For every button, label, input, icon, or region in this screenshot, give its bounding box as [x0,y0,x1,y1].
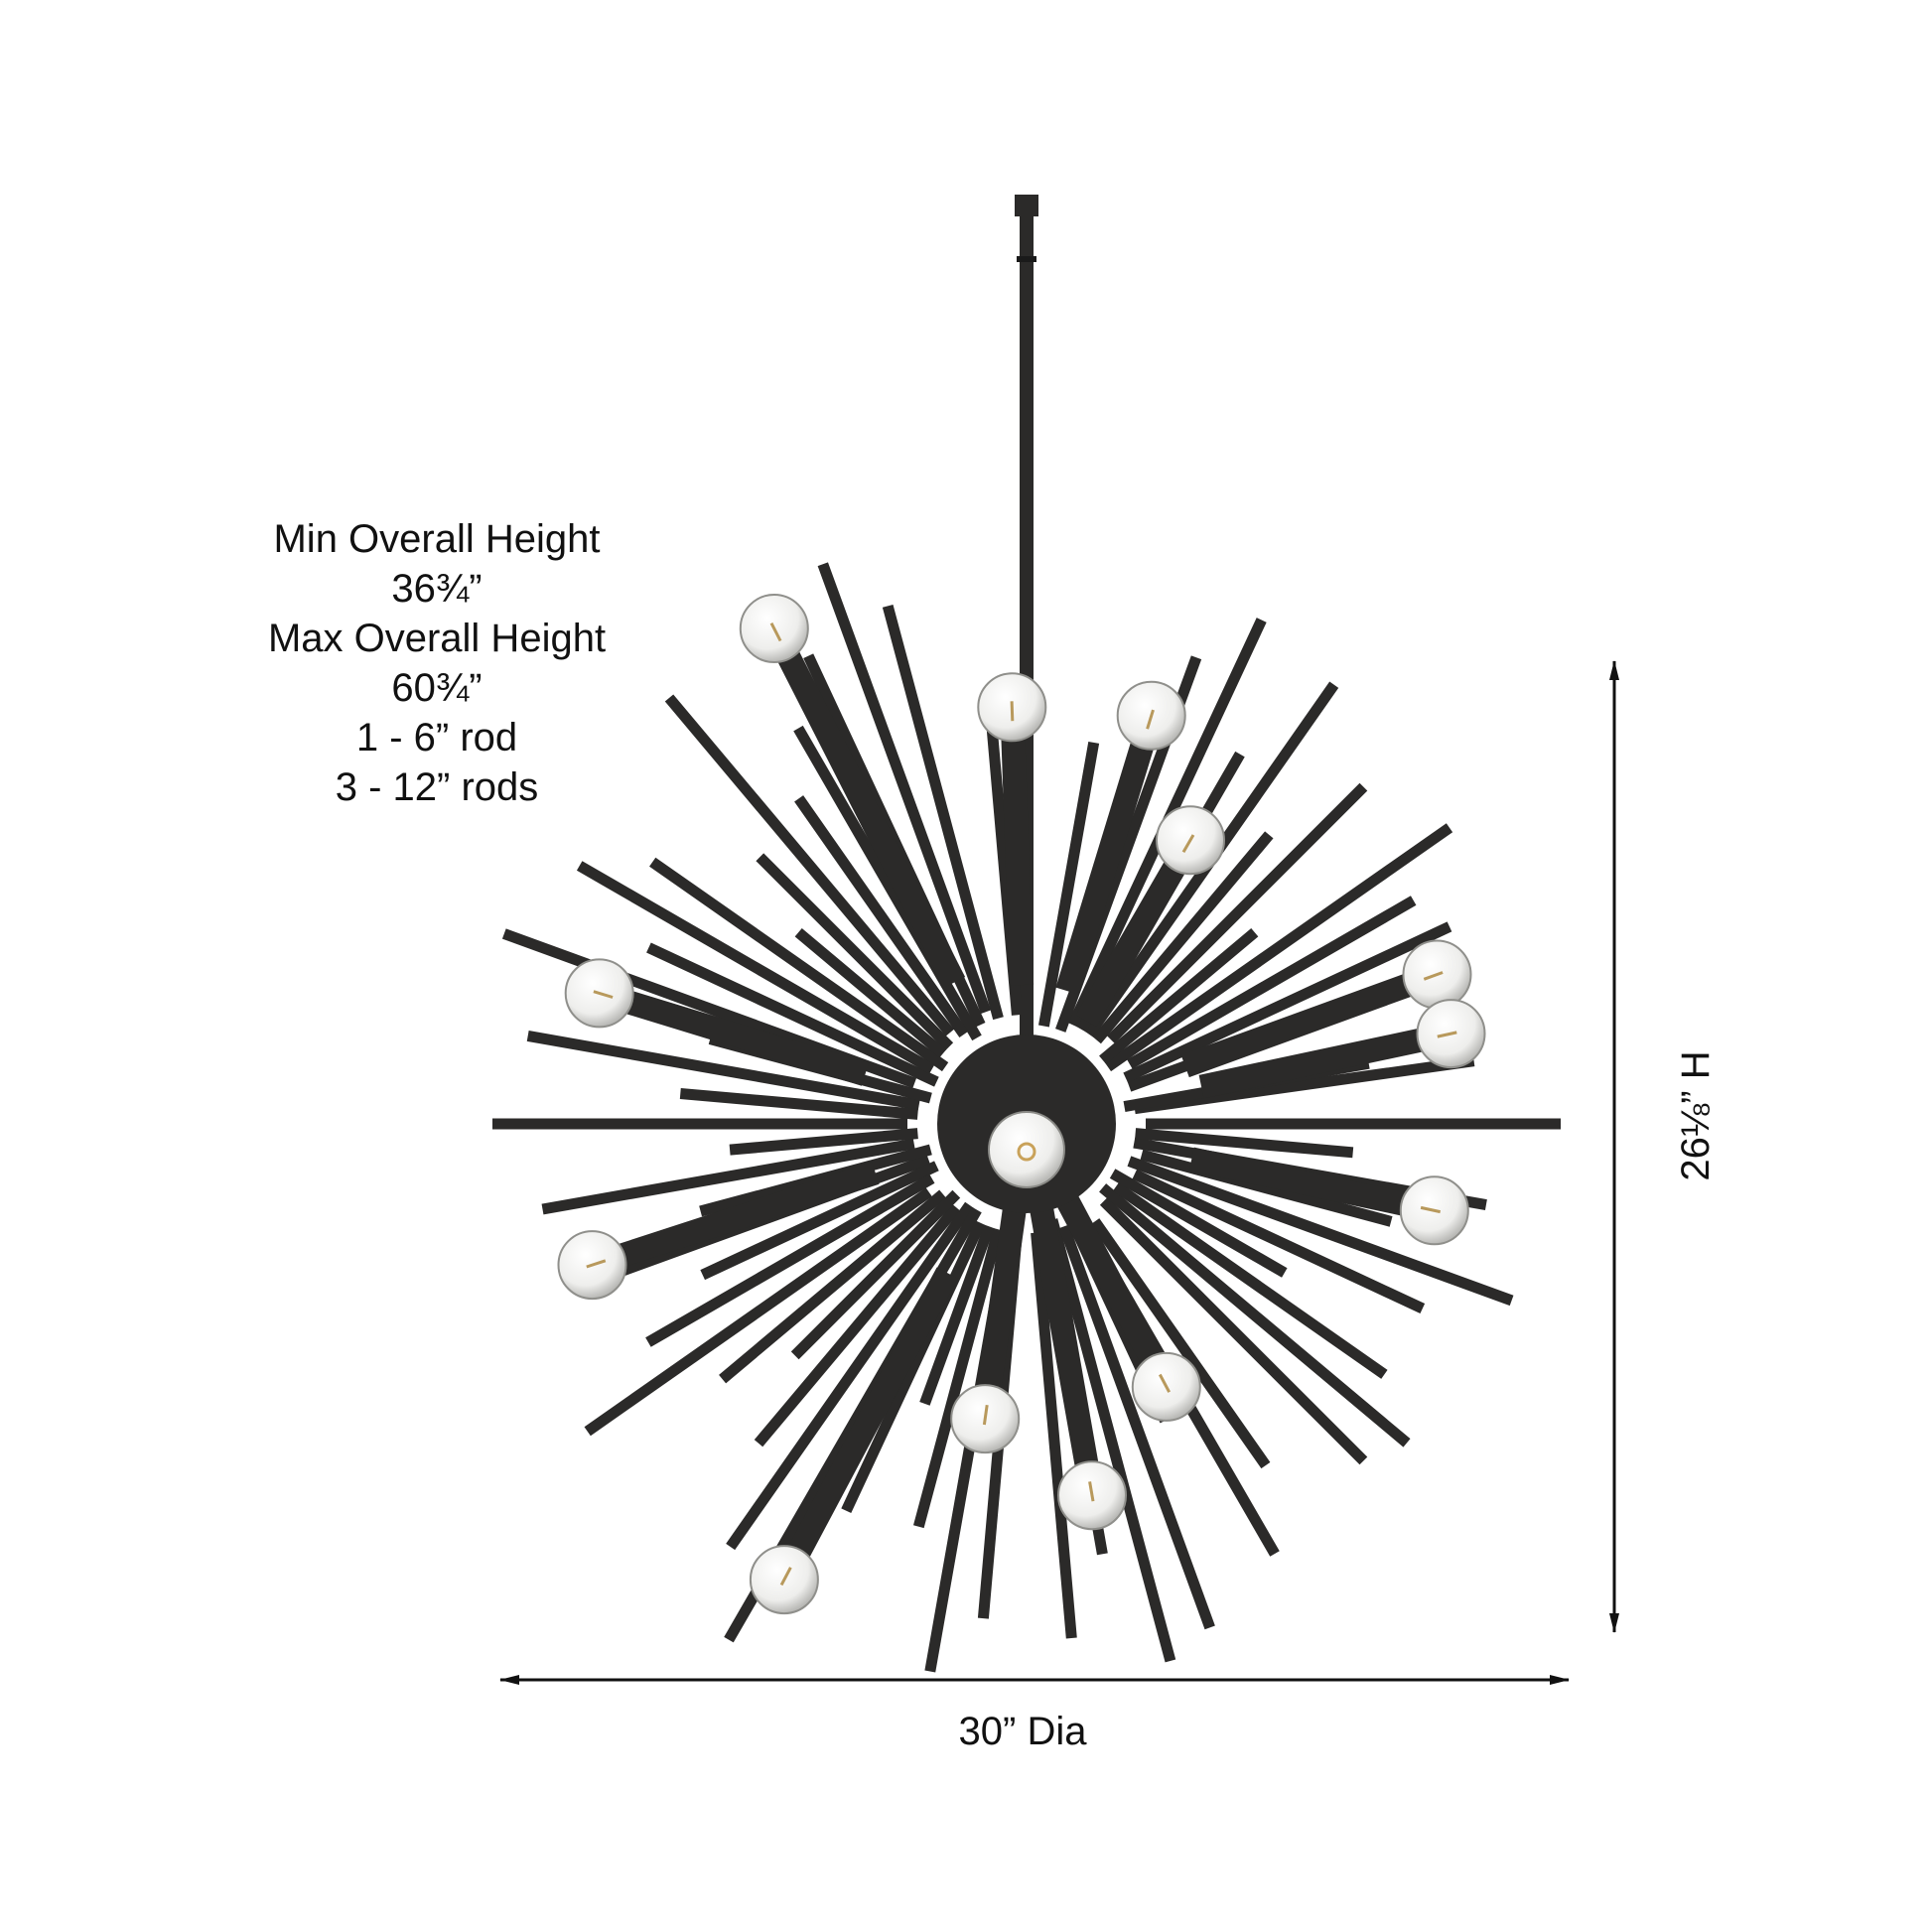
center-bulb-filament [1017,1142,1036,1162]
rod [1107,782,1368,1043]
rod [794,795,969,1038]
bulb-filament [593,990,614,999]
rod [1031,1232,1077,1639]
bulb-socket [1180,973,1414,1078]
rod [576,861,935,1074]
rod [1037,741,1100,1028]
bulb-filament [1088,1481,1095,1502]
rod [584,1187,932,1437]
rod [526,1030,920,1111]
rod [817,562,992,1015]
bulb-socket [623,990,869,1086]
bulb-filament [769,622,782,642]
max-height-label: Max Overall Height [267,617,607,660]
bulb-socket [617,1161,880,1268]
bulb-filament [1181,834,1195,854]
rod [1132,1169,1426,1313]
bulbs-group [557,594,1486,1615]
rod [726,1201,975,1551]
min-height-label: Min Overall Height [273,517,601,561]
rod [1127,1156,1514,1307]
rod [1046,1218,1176,1663]
bulb-filament [1010,701,1015,722]
rod [646,942,939,1087]
rod [649,857,949,1072]
rod [754,1203,961,1448]
rod [1135,1128,1354,1159]
rod [882,604,1004,1021]
rod [541,1138,915,1215]
specifications-block: Min Overall Height 36¾” Max Overall Heig… [238,514,635,812]
rod [679,1088,918,1120]
rod [1099,1183,1411,1448]
rod [1112,1181,1388,1379]
rod [1092,831,1274,1044]
rod-long-spec: 3 - 12” rods [335,765,539,809]
rod [1058,1224,1215,1630]
bulb-filament [1146,709,1155,730]
bulb-filament [982,1404,989,1426]
rod [793,725,982,1041]
max-height-value: 60¾” [391,666,483,710]
rod [841,1220,986,1514]
rod [912,1227,1004,1529]
bulb-socket [1055,740,1155,995]
rod [1099,927,1259,1064]
rod [1127,896,1417,1069]
rod [719,1189,947,1384]
bulb-socket [1025,1180,1099,1468]
downrod-coupling [1017,256,1036,262]
bulb-socket [1198,1028,1425,1099]
rod [756,853,954,1051]
rod [700,1161,939,1281]
rod [729,1128,918,1156]
rod [1140,1149,1393,1227]
rod [794,927,947,1058]
height-dimension-label: 26⅛” H [1674,1050,1718,1181]
bulb-socket [787,1267,958,1560]
bulb-socket [1001,736,1035,986]
rod-short-spec: 1 - 6” rod [355,716,518,759]
bulb-filament [586,1259,607,1269]
bulb-socket [776,649,966,988]
bulb-socket [1043,1171,1164,1367]
bulb-filament [1158,1373,1172,1393]
rod [919,1224,995,1406]
width-dimension-label: 30” Dia [958,1710,1087,1753]
rod [1123,921,1452,1083]
rod [645,1173,935,1347]
rod [1099,1196,1368,1465]
bulb-filament [1423,971,1444,981]
bulb-socket [977,1180,1031,1392]
center-bulb [988,1111,1065,1188]
bulb-filament [1420,1205,1442,1214]
bulb-filament [779,1567,792,1587]
rod [790,1189,961,1360]
bulb-socket [1188,1147,1408,1216]
rod [664,694,955,1036]
rod [1090,1218,1271,1469]
rod [1134,1055,1475,1115]
bulb-socket [1075,860,1186,1028]
min-height-value: 36¾” [391,567,483,611]
rod [1104,823,1453,1072]
bulb-filament [1437,1031,1457,1038]
rod [1109,1169,1288,1278]
